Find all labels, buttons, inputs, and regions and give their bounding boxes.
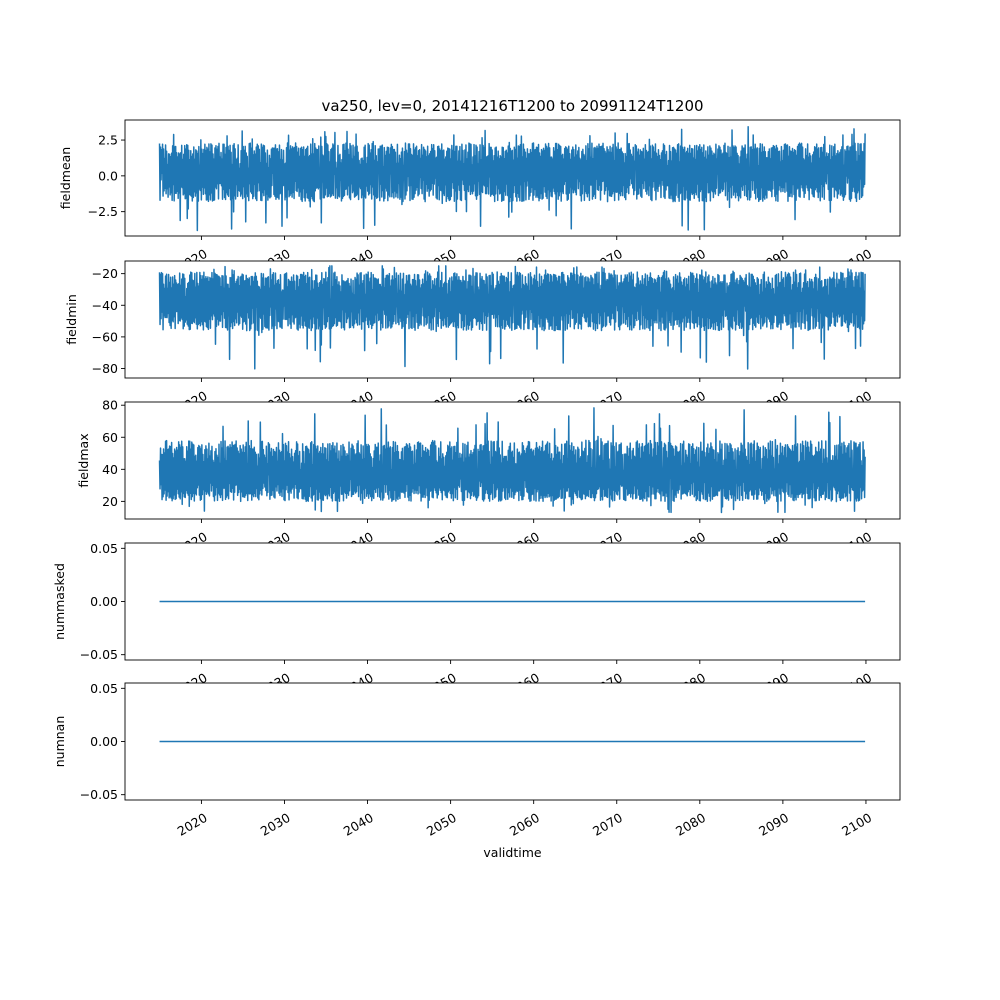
ylabel-fieldmean: fieldmean — [58, 147, 73, 209]
ytick-label: 0.0 — [98, 168, 118, 183]
ytick-label: −40 — [92, 298, 118, 313]
ytick-label: 60 — [102, 430, 118, 445]
ytick-label: 0.00 — [90, 594, 118, 609]
ylabel-fieldmin: fieldmin — [64, 294, 79, 345]
ytick-label: −2.5 — [88, 204, 118, 219]
ytick-label: 0.05 — [90, 541, 118, 556]
ylabel-fieldmax: fieldmax — [76, 433, 91, 487]
axes-frame-fieldmean — [124, 119, 901, 237]
series-line-fieldmean — [158, 126, 866, 232]
figure-title: va250, lev=0, 20141216T1200 to 20991124T… — [321, 97, 703, 115]
series-line-fieldmin — [158, 265, 866, 370]
series-line-fieldmax — [158, 407, 866, 514]
ylabel-numnan: numnan — [52, 716, 67, 768]
ytick-label: 40 — [102, 462, 118, 477]
ytick-label: 20 — [102, 494, 118, 509]
ytick-label: −20 — [92, 266, 118, 281]
ytick-label: 2.5 — [98, 133, 118, 148]
ytick-label: 0.05 — [90, 681, 118, 696]
xlabel: validtime — [483, 845, 541, 860]
ytick-label: 80 — [102, 398, 118, 413]
ytick-label: −60 — [92, 329, 118, 344]
axes-frame-fieldmin — [124, 260, 901, 379]
ytick-label: −0.05 — [80, 787, 118, 802]
ytick-label: 0.00 — [90, 734, 118, 749]
ylabel-nummasked: nummasked — [52, 563, 67, 640]
ytick-label: −0.05 — [80, 647, 118, 662]
ytick-label: −80 — [92, 361, 118, 376]
axes-frame-fieldmax — [124, 401, 901, 520]
